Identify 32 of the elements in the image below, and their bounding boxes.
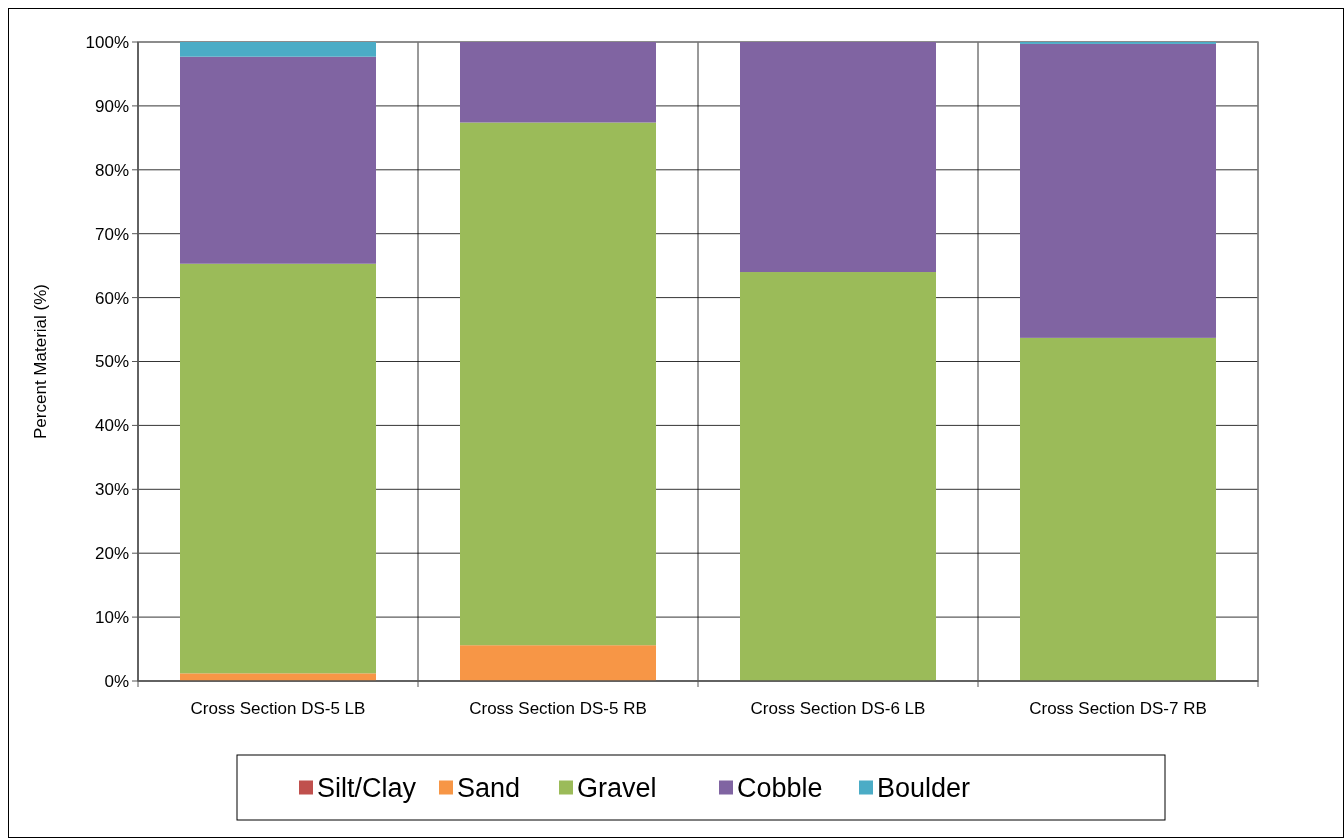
bar (740, 272, 936, 681)
x-tick-label: Cross Section DS-6 LB (750, 699, 926, 718)
bar (740, 42, 936, 273)
bar (180, 673, 376, 681)
bar (460, 42, 656, 123)
y-tick-label: 50% (94, 352, 129, 372)
y-tick-label: 100% (85, 32, 129, 52)
y-tick-label: 70% (94, 224, 129, 244)
y-tick-label: 10% (94, 608, 129, 628)
x-tick-label: Cross Section DS-5 LB (190, 699, 366, 718)
y-tick-label: 30% (94, 480, 129, 500)
x-tick-label: Cross Section DS-7 RB (1029, 699, 1207, 718)
bar (180, 56, 376, 264)
bar (1020, 43, 1216, 338)
y-tick-label: 20% (94, 544, 129, 564)
x-tick-label: Cross Section DS-5 RB (469, 699, 647, 718)
y-tick-label: 80% (94, 160, 129, 180)
bar (180, 42, 376, 57)
bar (1020, 337, 1216, 681)
legend-label: Cobble (737, 772, 823, 803)
bar (460, 645, 656, 681)
y-tick-label: 40% (94, 416, 129, 436)
y-axis-title: Percent Material (%) (31, 284, 50, 439)
y-tick-label: 0% (104, 671, 129, 691)
legend-label: Boulder (877, 772, 971, 803)
y-tick-label: 60% (94, 288, 129, 308)
bar (180, 263, 376, 674)
legend-label: Sand (457, 772, 521, 803)
legend-label: Silt/Clay (317, 772, 417, 803)
legend-label: Gravel (577, 772, 657, 803)
y-tick-label: 90% (94, 96, 129, 116)
bar (460, 122, 656, 646)
